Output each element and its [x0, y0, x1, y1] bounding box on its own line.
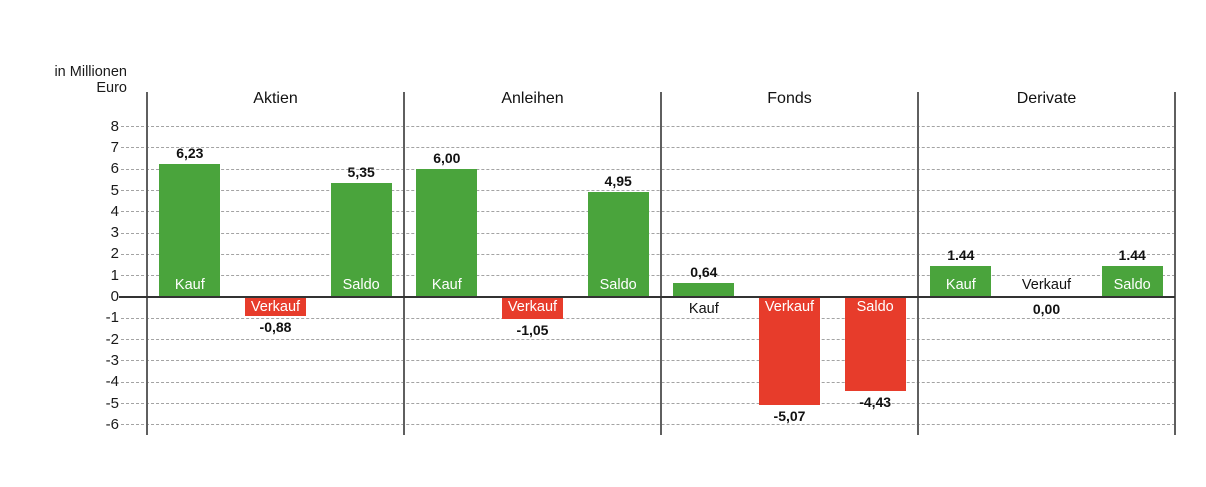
y-tick-label: 3: [110, 224, 119, 242]
section-title: Anleihen: [501, 90, 564, 107]
bar-value-label: -1,05: [516, 322, 549, 339]
grid-line: [121, 147, 1175, 149]
bar-value-label: -4,43: [859, 394, 892, 411]
section-title: Aktien: [253, 90, 298, 107]
section-divider: [403, 92, 405, 435]
bar-value-label: 0,00: [1032, 301, 1061, 317]
y-tick-label: 5: [110, 181, 119, 199]
bar-value-label: 1.44: [1118, 247, 1146, 264]
grid-line: [121, 339, 1175, 341]
section-divider: [917, 92, 919, 435]
y-axis-line: [146, 92, 148, 435]
bar: [930, 266, 992, 297]
y-tick-label: -2: [105, 330, 119, 348]
bar-value-label: 1.44: [947, 247, 975, 264]
bar: [759, 297, 820, 405]
bar: [159, 164, 221, 297]
bar-category-label: Kauf: [431, 277, 462, 293]
bar-category-label: Saldo: [856, 299, 894, 315]
bar-value-label: 6,23: [176, 145, 204, 162]
y-tick-label: -6: [105, 415, 119, 433]
y-axis-unit-label-line2: Euro: [96, 80, 127, 96]
bar-category-label: Verkauf: [1021, 277, 1072, 293]
bar-value-label: 6,00: [433, 150, 461, 167]
bar-category-label: Saldo: [1113, 277, 1151, 293]
bar-value-label: 0,64: [690, 264, 718, 281]
y-tick-label: -3: [105, 351, 119, 369]
y-tick-label: 4: [110, 202, 119, 220]
y-axis-unit-label: in Millionen Euro: [12, 64, 127, 96]
bar-category-label: Kauf: [688, 301, 719, 317]
bar: [330, 183, 392, 297]
y-tick-label: 1: [110, 266, 119, 284]
bar-category-label: Kauf: [174, 277, 205, 293]
bar: [1101, 266, 1163, 297]
section-title: Derivate: [1016, 90, 1077, 107]
bar: [844, 297, 906, 392]
bar-value-label: -5,07: [773, 407, 806, 424]
y-axis-unit-label-line1: in Millionen: [54, 64, 127, 80]
bar-category-label: Saldo: [342, 277, 380, 293]
y-tick-label: 7: [110, 138, 119, 156]
grid-line: [121, 360, 1175, 362]
grid-line: [121, 424, 1175, 426]
bar: [673, 283, 735, 297]
grid-line: [121, 190, 1175, 191]
y-tick-label: -5: [105, 394, 119, 412]
grid-line: [121, 126, 1175, 128]
bar: [502, 297, 563, 320]
grid-line: [121, 403, 1175, 404]
bar-value-label: 5,35: [347, 164, 375, 181]
section-title: Fonds: [767, 90, 812, 107]
bar: [416, 169, 478, 297]
section-divider: [660, 92, 662, 435]
bar: [245, 297, 306, 316]
bar-category-label: Saldo: [599, 277, 637, 293]
grid-line: [121, 381, 1175, 383]
bar-category-label: Verkauf: [764, 299, 815, 315]
y-tick-label: 2: [110, 245, 119, 263]
bar-category-label: Kauf: [945, 277, 976, 293]
bar-value-label: -0,88: [259, 318, 292, 335]
bar-category-label: Verkauf: [507, 299, 558, 315]
grid-line: [121, 317, 1175, 319]
y-tick-label: 6: [110, 160, 119, 178]
bar: [587, 191, 649, 297]
y-tick-label: 0: [110, 288, 119, 305]
grid-line: [121, 168, 1175, 170]
y-tick-label: 8: [110, 117, 119, 135]
bar-value-label: 4,95: [604, 172, 632, 189]
x-axis-zero-line: [119, 296, 1175, 298]
y-tick-label: -1: [105, 309, 119, 327]
plot-right-border: [1174, 92, 1176, 435]
bar-category-label: Verkauf: [250, 299, 301, 315]
y-tick-label: -4: [105, 373, 119, 391]
